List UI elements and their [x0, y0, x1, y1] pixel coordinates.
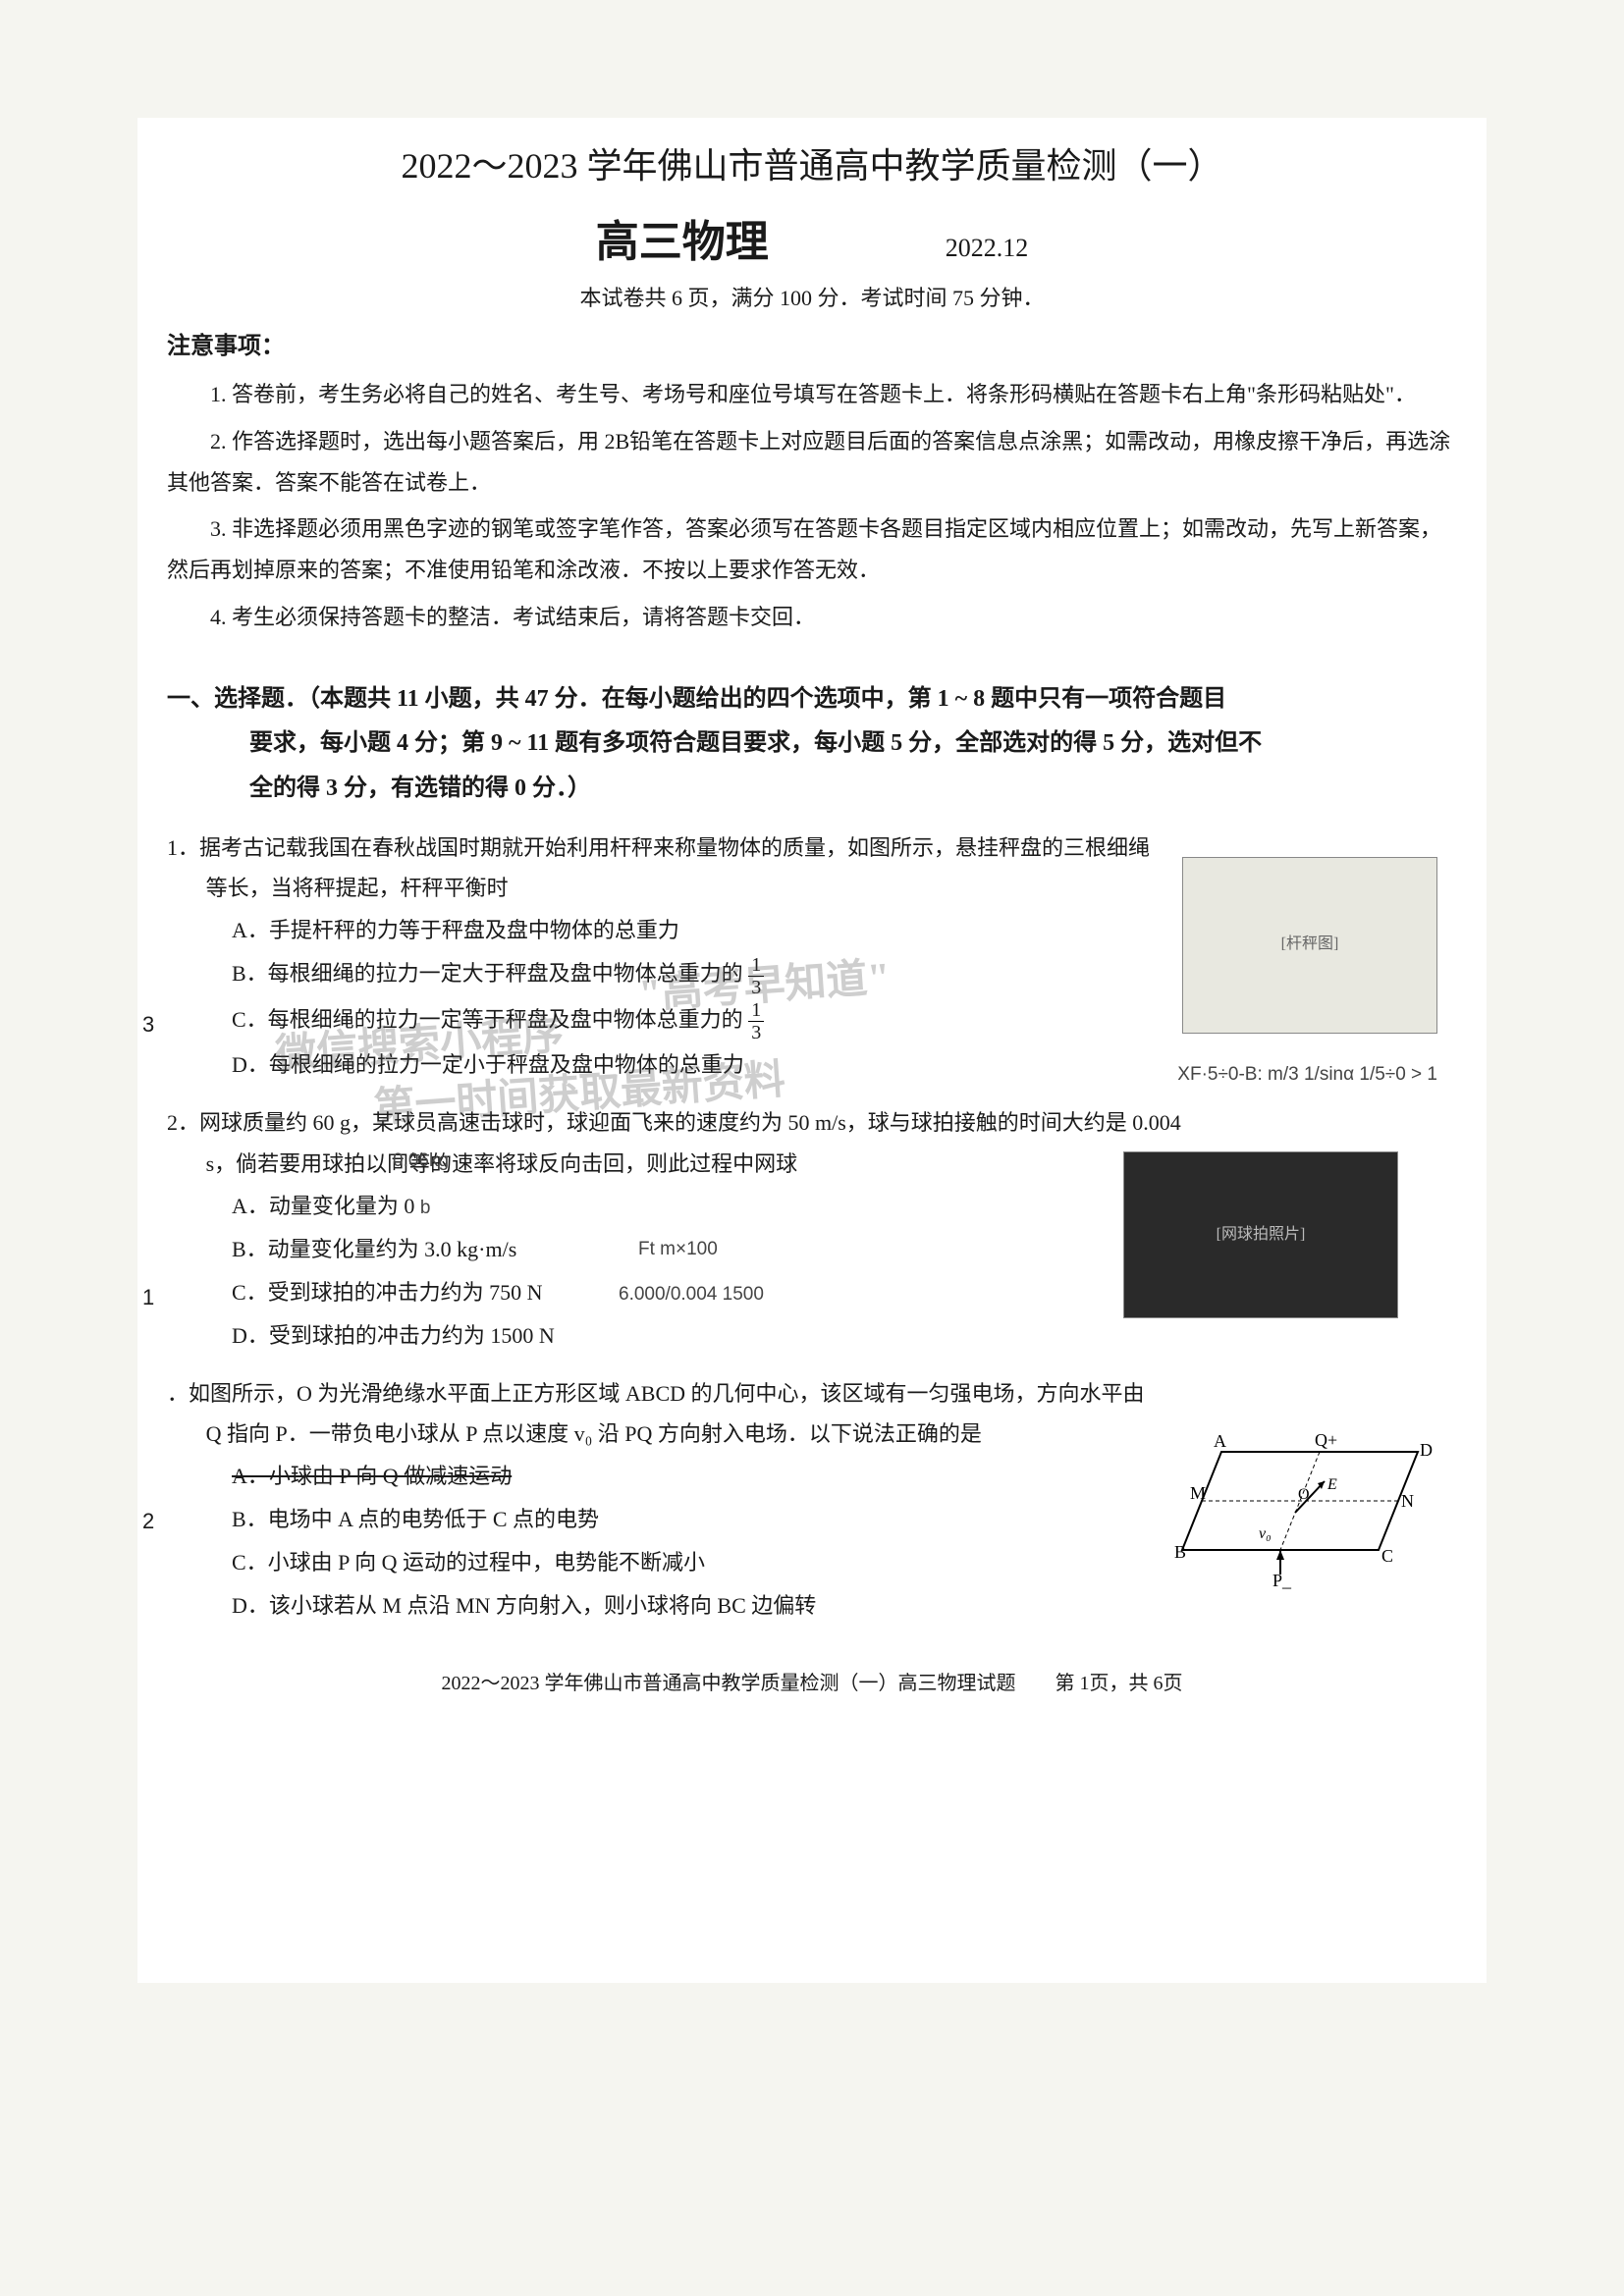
section-1-heading: 一、选择题．（本题共 11 小题，共 47 分．在每小题给出的四个选项中，第 1…	[167, 677, 1457, 812]
q1-margin-mark: 3	[142, 1004, 154, 1045]
question-3: ．如图所示，O 为光滑绝缘水平面上正方形区域 ABCD 的几何中心，该区域有一匀…	[167, 1373, 1457, 1629]
diagram-label-v0: v₀	[1259, 1525, 1272, 1542]
q3-option-d: D．该小球若从 M 点沿 MN 方向射入，则小球将向 BC 边偏转	[232, 1584, 1457, 1628]
section-heading-line2: 要求，每小题 4 分；第 9 ~ 11 题有多项符合题目要求，每小题 5 分，全…	[167, 721, 1457, 767]
q2-stem: 2．网球质量约 60 g，某球员高速击球时，球迎面飞来的速度约为 50 m/s，…	[167, 1102, 1457, 1144]
exam-date: 2022.12	[946, 234, 1029, 263]
diagram-label-D: D	[1420, 1440, 1433, 1460]
notice-heading: 注意事项：	[167, 326, 1457, 360]
subtitle-row: 高三物理 2022.12	[167, 206, 1457, 269]
q1-optb-text: B．每根细绳的拉力一定大于秤盘及盘中物体总重力的	[232, 961, 743, 986]
q2-opta-mark: b	[420, 1198, 431, 1218]
question-2: 2．网球质量约 60 g，某球员高速击球时，球迎面飞来的速度约为 50 m/s，…	[167, 1102, 1457, 1358]
q2-hand-3: 6.000/0.004 1500	[619, 1277, 764, 1312]
section-heading-line1: 一、选择题．（本题共 11 小题，共 47 分．在每小题给出的四个选项中，第 1…	[167, 686, 1226, 712]
diagram-label-P: P_	[1272, 1571, 1292, 1589]
page-container: 2022～2023 学年佛山市普通高中教学质量检测（一） 高三物理 2022.1…	[137, 118, 1487, 1983]
page-footer: 2022～2023 学年佛山市普通高中教学质量检测（一）高三物理试题 第 1页，…	[167, 1667, 1457, 1695]
q2-figure-tennis: [网球拍照片]	[1123, 1151, 1398, 1318]
q1-optc-text: C．每根细绳的拉力一定等于秤盘及盘中物体总重力的	[232, 1007, 743, 1032]
q2-margin-mark: 1	[142, 1277, 154, 1318]
notice-item-3: 3. 非选择题必须用黑色字迹的钢笔或签字笔作答，答案必须写在答题卡各题目指定区域…	[167, 508, 1457, 591]
notice-item-1: 1. 答卷前，考生务必将自己的姓名、考生号、考场号和座位号填写在答题卡上．将条形…	[167, 374, 1457, 415]
notice-item-4: 4. 考生必须保持答题卡的整洁．考试结束后，请将答题卡交回．	[167, 597, 1457, 638]
diagram-label-A: A	[1214, 1432, 1226, 1451]
diagram-label-O: O	[1298, 1486, 1310, 1503]
q3-diagram-parallelogram: A D B C M N Q+ O E v₀ P_	[1153, 1432, 1447, 1589]
diagram-label-C: C	[1381, 1546, 1393, 1566]
q3-stem: ．如图所示，O 为光滑绝缘水平面上正方形区域 ABCD 的几何中心，该区域有一匀…	[167, 1373, 1457, 1415]
q2-hand-2: Ft m×100	[638, 1232, 718, 1267]
title-main: 2022～2023 学年佛山市普通高中教学质量检测（一）	[167, 137, 1457, 188]
diagram-label-N: N	[1401, 1491, 1414, 1511]
notice-item-2: 2. 作答选择题时，选出每小题答案后，用 2B铅笔在答题卡上对应题目后面的答案信…	[167, 421, 1457, 504]
exam-info: 本试卷共 6 页，满分 100 分．考试时间 75 分钟．	[167, 281, 1457, 312]
q1-figure-steelyard: [杆秤图]	[1182, 857, 1437, 1034]
diagram-label-M: M	[1190, 1483, 1206, 1503]
subtitle: 高三物理	[596, 206, 769, 269]
question-1: 1．据考古记载我国在春秋战国时期就开始利用杆秤来称量物体的质量，如图所示，悬挂秤…	[167, 828, 1457, 1088]
fraction-icon: 13	[748, 999, 764, 1043]
diagram-label-B: B	[1174, 1542, 1186, 1562]
q1-handwritten-note: XF·5÷0-B: m/3 1/sinα 1/5÷0 > 1	[1177, 1057, 1437, 1093]
diagram-label-Q: Q+	[1315, 1432, 1337, 1450]
q3-margin-mark: 2	[142, 1501, 154, 1542]
fraction-icon: 13	[748, 954, 764, 998]
section-heading-line3: 全的得 3 分，有选错的得 0 分．）	[167, 767, 1457, 812]
q2-hand-1: 0.06kg	[393, 1144, 449, 1179]
q2-option-d: D．受到球拍的冲击力约为 1500 N	[232, 1314, 1457, 1358]
diagram-label-E: E	[1326, 1476, 1337, 1493]
